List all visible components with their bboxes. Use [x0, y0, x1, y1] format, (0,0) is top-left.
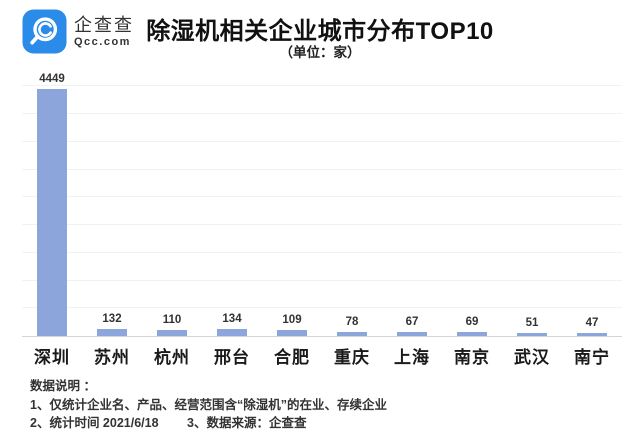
gridline: [22, 279, 622, 281]
x-label-7: 上海: [394, 348, 430, 367]
bar-value-label: 134: [222, 312, 242, 325]
plot-area: 4449 132 110 134 109 78 67 69 51 47: [22, 72, 622, 337]
gridline: [22, 224, 622, 226]
brand-name-cn: 企查查: [74, 14, 134, 35]
bar-column-8: 69: [442, 72, 502, 336]
bar-value-label: 69: [465, 316, 479, 329]
bar: [157, 329, 187, 336]
bar: [397, 332, 427, 336]
notes-line-1: 1、仅统计企业名、产品、经营范围含“除湿机”的在业、存续企业: [30, 397, 387, 412]
bar-column-10: 47: [562, 72, 622, 336]
bar-value-label: 47: [585, 317, 599, 329]
gridline: [22, 307, 622, 309]
bar-value-label: 132: [102, 312, 122, 325]
x-label-5: 合肥: [274, 348, 310, 367]
bar-value-label: 110: [162, 313, 182, 326]
bar: [337, 331, 367, 336]
bar: [217, 328, 247, 336]
x-label-6: 重庆: [334, 348, 370, 367]
bar: [277, 330, 307, 336]
bar-column-1: 4449: [22, 72, 82, 336]
bars-row: 4449 132 110 134 109 78 67 69 51 47: [22, 72, 622, 336]
bar-column-3: 110: [142, 72, 202, 336]
bar-value-label: 67: [405, 316, 419, 329]
qcc-logo: 企查查 Qcc.com: [22, 9, 134, 54]
qcc-magnifier-icon: [22, 9, 67, 54]
x-label-2: 苏州: [94, 348, 130, 367]
bar: [37, 89, 67, 336]
gridline: [22, 251, 622, 253]
gridline: [22, 140, 622, 142]
gridline: [22, 85, 622, 87]
bar-column-5: 109: [262, 72, 322, 336]
x-label-9: 武汉: [514, 348, 550, 367]
x-label-3: 杭州: [154, 348, 190, 367]
x-label-4: 邢台: [214, 348, 250, 367]
bar-column-2: 132: [82, 72, 142, 336]
gridline: [22, 196, 622, 198]
brand-name-en: Qcc.com: [74, 35, 131, 48]
bar-column-4: 134: [202, 72, 262, 336]
x-label-8: 南京: [454, 348, 490, 367]
gridline: [22, 113, 622, 115]
chart-title: 除湿机相关企业城市分布TOP10: [146, 18, 494, 45]
x-axis-labels: 深圳 苏州 杭州 邢台 合肥 重庆 上海 南京 武汉 南宁: [22, 343, 622, 368]
bar: [517, 333, 547, 336]
bar-value-label: 51: [525, 317, 539, 329]
bar: [97, 328, 127, 336]
bar-column-9: 51: [502, 72, 562, 336]
notes-heading: 数据说明 ：: [30, 379, 96, 393]
bar-column-7: 67: [382, 72, 442, 336]
data-notes: 数据说明 ： 1、仅统计企业名、产品、经营范围含“除湿机”的在业、存续企业 2、…: [30, 377, 620, 433]
x-label-10: 南宁: [574, 348, 610, 367]
gridline: [22, 168, 622, 170]
bar-value-label: 4449: [39, 73, 65, 86]
bar-column-6: 78: [322, 72, 382, 336]
notes-line-2: 2、统计时间 2021/6/18 3、数据来源：企查查: [30, 416, 307, 430]
bar-value-label: 109: [282, 314, 302, 326]
x-label-1: 深圳: [34, 348, 70, 367]
bar: [577, 333, 607, 336]
chart-unit-subtitle: （单位：家）: [279, 45, 361, 60]
bar-value-label: 78: [345, 315, 359, 328]
bar: [457, 332, 487, 336]
